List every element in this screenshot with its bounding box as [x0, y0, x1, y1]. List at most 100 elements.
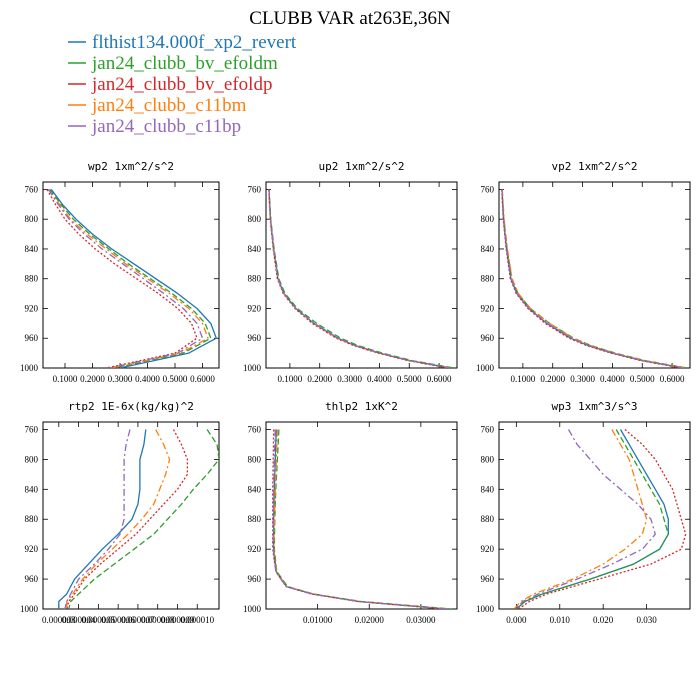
- y-tick-label: 920: [248, 303, 262, 313]
- plot-frame: [498, 181, 691, 369]
- y-tick-label: 960: [248, 574, 262, 584]
- y-tick-label: 920: [25, 544, 39, 554]
- y-tick-label: 1000: [476, 604, 495, 614]
- y-tick-label: 840: [25, 244, 39, 254]
- y-tick-label: 800: [248, 214, 262, 224]
- panels: wp2 1xm^2/s^2 760 800 840 880 920 960 1000 0.100…: [20, 160, 691, 625]
- y-tick-label: 840: [25, 484, 39, 494]
- series-line: [268, 189, 449, 368]
- x-tick-label: 0.030: [636, 615, 657, 625]
- panel: wp2 1xm^2/s^2 760 800 840 880 920 960 1000 0.100…: [20, 160, 220, 384]
- panel-title: rtp2 1E-6x(kg/kg)^2: [68, 400, 194, 413]
- x-tick-label: 0.4000: [135, 374, 160, 384]
- y-tick-label: 760: [25, 184, 39, 194]
- y-tick-label: 880: [25, 514, 39, 524]
- y-tick-label: 800: [481, 214, 495, 224]
- series-line: [47, 189, 209, 368]
- y-tick-label: 960: [25, 574, 39, 584]
- y-tick-label: 800: [25, 214, 39, 224]
- series-line: [64, 429, 131, 609]
- series-line: [47, 189, 204, 368]
- y-tick-label: 760: [481, 424, 495, 434]
- y-tick-label: 760: [25, 424, 39, 434]
- x-tick-label: 0.020: [593, 615, 614, 625]
- y-tick-label: 840: [481, 484, 495, 494]
- series-line: [501, 189, 686, 368]
- x-tick-label: 0.1000: [511, 374, 536, 384]
- plot-frame: [265, 421, 458, 610]
- series-line: [273, 429, 452, 609]
- legend-entry: jan24_clubb_bv_efoldp: [91, 74, 272, 95]
- y-tick-label: 960: [25, 333, 39, 343]
- series-line: [272, 429, 447, 609]
- y-tick-label: 1000: [20, 604, 39, 614]
- legend: flthist134.000f_xp2_revertjan24_clubb_bv…: [68, 32, 297, 137]
- plot-frame: [265, 181, 458, 369]
- series-line: [501, 189, 682, 368]
- x-tick-label: 0.2000: [80, 374, 105, 384]
- y-tick-label: 840: [248, 244, 262, 254]
- panel-title: wp2 1xm^2/s^2: [88, 160, 174, 173]
- series-group: [513, 429, 687, 609]
- panel-title: thlp2 1xK^2: [325, 400, 398, 413]
- plot-frame: [498, 421, 691, 610]
- series-line: [515, 429, 669, 609]
- series-group: [46, 189, 217, 368]
- y-tick-label: 920: [25, 303, 39, 313]
- series-line: [268, 189, 452, 368]
- panel-title: wp3 1xm^3/s^3: [551, 400, 637, 413]
- x-tick-label: 0.5000: [163, 374, 188, 384]
- figure-title: CLUBB VAR at263E,36N: [249, 8, 451, 29]
- y-tick-label: 960: [481, 574, 495, 584]
- series-line: [268, 189, 455, 368]
- y-tick-label: 920: [248, 544, 262, 554]
- x-tick-label: 0.02000: [355, 615, 385, 625]
- x-tick-label: 0.6000: [427, 374, 452, 384]
- series-line: [518, 429, 687, 609]
- y-tick-label: 880: [481, 514, 495, 524]
- x-tick-label: 0.000009: [161, 615, 195, 625]
- x-tick-label: 0.3000: [337, 374, 362, 384]
- x-tick-label: 0.5000: [397, 374, 422, 384]
- x-tick-label: 0.1000: [278, 374, 303, 384]
- series-group: [268, 189, 455, 368]
- x-tick-label: 0.2000: [540, 374, 565, 384]
- series-line: [514, 429, 656, 609]
- y-tick-label: 960: [248, 333, 262, 343]
- x-tick-label: 0.000005: [81, 615, 115, 625]
- legend-entry: jan24_clubb_c11bp: [91, 116, 241, 137]
- series-line: [58, 429, 147, 609]
- series-line: [268, 189, 452, 368]
- y-tick-label: 1000: [243, 604, 262, 614]
- series-line: [46, 189, 198, 368]
- x-tick-label: 0.000007: [121, 615, 155, 625]
- y-tick-label: 800: [481, 454, 495, 464]
- panel: wp3 1xm^3/s^3 760 800 840 880 920 960 1000 0.000…: [476, 400, 691, 625]
- plot-frame: [42, 181, 220, 369]
- x-tick-label: 0.4000: [600, 374, 625, 384]
- series-line: [501, 189, 688, 368]
- series-line: [49, 189, 212, 368]
- series-line: [68, 429, 219, 609]
- y-tick-label: 880: [248, 274, 262, 284]
- series-line: [66, 429, 189, 609]
- x-tick-label: 0.01000: [303, 615, 333, 625]
- panel: thlp2 1xK^2 760 800 840 880 920 960 1000 0.01000…: [243, 400, 458, 625]
- y-tick-label: 760: [481, 184, 495, 194]
- legend-entry: jan24_clubb_c11bm: [91, 95, 247, 116]
- panel: rtp2 1E-6x(kg/kg)^2 760 800 840 880 920 960 100…: [20, 400, 220, 625]
- x-tick-label: 0.6000: [190, 374, 215, 384]
- x-tick-label: 0.000: [506, 615, 527, 625]
- y-tick-label: 880: [248, 514, 262, 524]
- y-tick-label: 800: [248, 454, 262, 464]
- series-line: [501, 189, 685, 368]
- x-tick-label: 0.000010: [180, 615, 214, 625]
- x-tick-label: 0.5000: [630, 374, 655, 384]
- x-tick-label: 0.000003: [42, 615, 76, 625]
- y-tick-label: 760: [248, 184, 262, 194]
- plot-frame: [42, 421, 220, 610]
- x-tick-label: 0.000008: [141, 615, 175, 625]
- y-tick-label: 960: [481, 333, 495, 343]
- panel-title: vp2 1xm^2/s^2: [551, 160, 637, 173]
